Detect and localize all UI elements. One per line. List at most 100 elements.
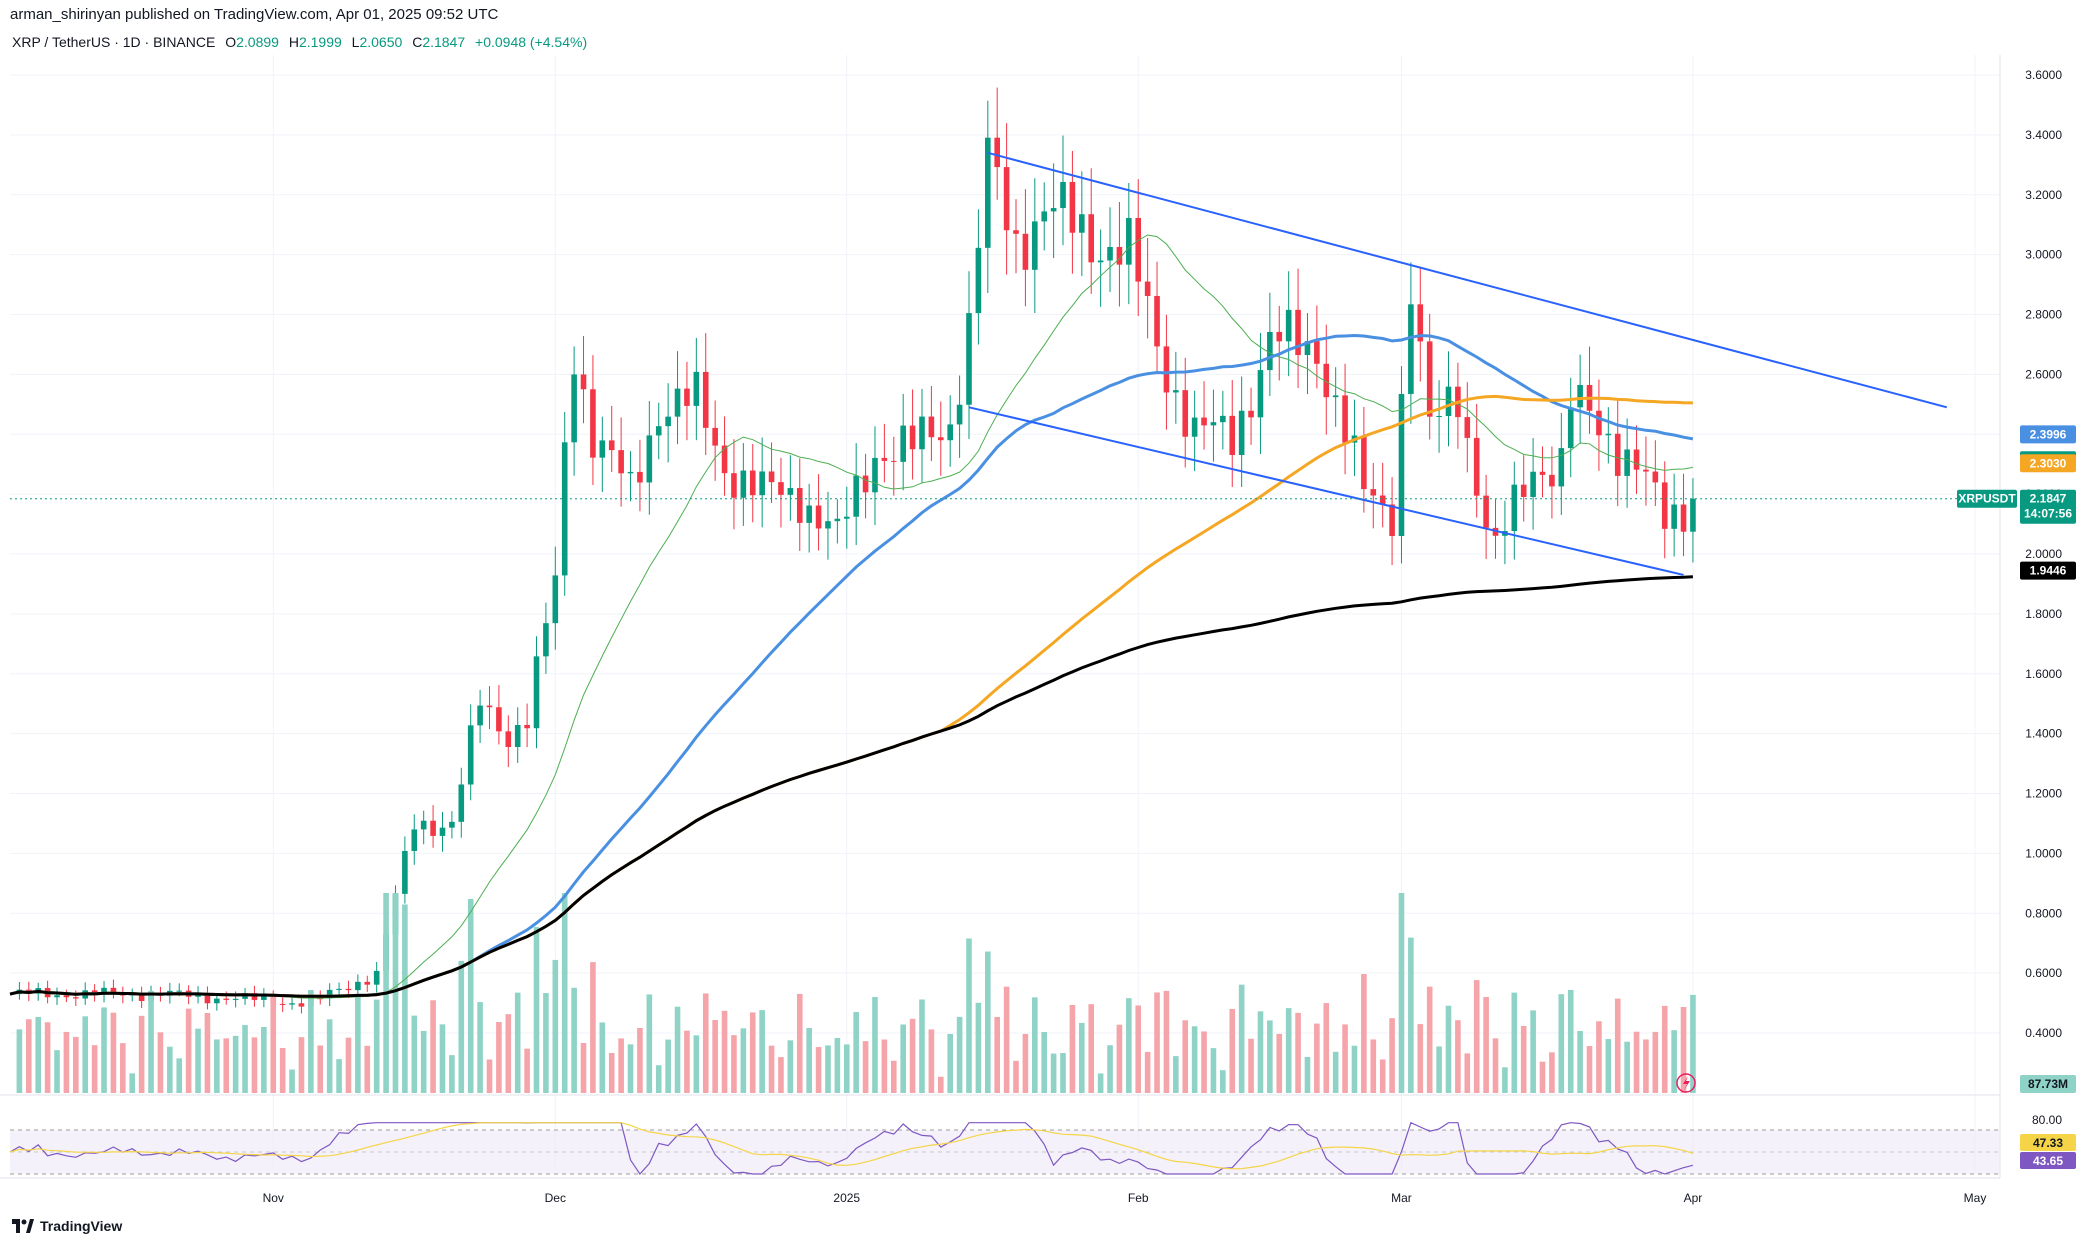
- candle-body: [496, 707, 502, 732]
- volume-bar: [1060, 1053, 1066, 1093]
- candle-body: [618, 450, 624, 474]
- candle-body: [1285, 309, 1292, 342]
- volume-bar: [514, 992, 521, 1093]
- volume-bar: [279, 1048, 286, 1093]
- price-tick-label: 2.6000: [2025, 367, 2062, 381]
- volume-bar: [1295, 1012, 1301, 1093]
- candle-body: [1389, 504, 1395, 536]
- candle-body: [1671, 504, 1677, 529]
- volume-bar: [731, 1035, 737, 1093]
- ma-short-line: [9, 234, 1693, 999]
- price-tick-label: 3.6000: [2025, 68, 2062, 82]
- volume-bar: [815, 1047, 822, 1093]
- tradingview-logo[interactable]: TradingView: [12, 1218, 122, 1234]
- volume-bar: [655, 1065, 662, 1093]
- candle-body: [1238, 410, 1245, 455]
- candle-body: [702, 371, 709, 428]
- volume-bar: [599, 1022, 606, 1093]
- volume-bar: [1690, 994, 1696, 1093]
- candles-group: [16, 87, 1696, 1093]
- channel-upper-trendline: [987, 151, 1948, 409]
- candle-body: [54, 995, 60, 998]
- rsi-level-label: 80.00: [2032, 1113, 2062, 1127]
- volume-bar: [693, 1035, 700, 1093]
- ma-black-line: [9, 575, 1693, 998]
- candle-body: [326, 989, 333, 999]
- price-tick-label: 1.4000: [2025, 727, 2062, 741]
- candle-body: [1088, 214, 1095, 263]
- candle-body: [251, 993, 258, 1000]
- volume-bar: [1332, 1051, 1339, 1093]
- candle-body: [919, 416, 925, 450]
- candle-body: [1577, 384, 1583, 408]
- candle-body: [834, 518, 841, 522]
- volume-bar: [994, 1016, 1001, 1093]
- volume-bar: [120, 1043, 126, 1093]
- volume-bar: [402, 904, 408, 1093]
- volume-bar: [646, 994, 653, 1093]
- candle-body: [1182, 390, 1189, 437]
- volume-bar: [1022, 1033, 1029, 1093]
- volume-bar: [1577, 1031, 1583, 1093]
- time-tick-label: Feb: [1128, 1191, 1149, 1205]
- candle-body: [1483, 495, 1489, 528]
- close-label: C: [412, 34, 423, 50]
- volume-bar: [1417, 1024, 1424, 1093]
- candle-body: [1633, 449, 1640, 470]
- volume-bar: [665, 1039, 671, 1093]
- volume-bar: [1135, 1005, 1142, 1093]
- volume-bar: [1079, 1022, 1085, 1093]
- candle-body: [608, 440, 615, 451]
- candle-body: [1379, 495, 1386, 505]
- volume-bar: [524, 1048, 530, 1093]
- open-label: O: [225, 34, 237, 50]
- candle-body: [825, 521, 831, 529]
- volume-bar: [768, 1045, 775, 1093]
- volume-bar: [1069, 1005, 1076, 1093]
- candle-body: [223, 998, 230, 1000]
- candle-body: [261, 995, 267, 1000]
- candle-body: [637, 471, 643, 483]
- volume-bar: [1426, 986, 1433, 1093]
- volume-bar: [1361, 974, 1367, 1093]
- volume-bar: [1304, 1056, 1311, 1093]
- volume-bar: [1210, 1048, 1217, 1093]
- volume-bar: [1680, 1007, 1687, 1093]
- high-value: 2.1999: [298, 34, 342, 50]
- volume-bar: [430, 1000, 436, 1093]
- volume-bar: [637, 1028, 643, 1093]
- candle-body: [402, 850, 408, 894]
- time-tick-label: 2025: [833, 1191, 860, 1205]
- volume-bar: [853, 1011, 859, 1093]
- candle-body: [1596, 410, 1602, 436]
- candle-body: [674, 388, 681, 417]
- candle-body: [1163, 346, 1170, 393]
- candle-body: [214, 998, 220, 1004]
- volume-bar: [1276, 1033, 1283, 1093]
- candle-body: [1201, 417, 1207, 426]
- volume-bar: [1492, 1038, 1499, 1093]
- price-tag-bg: [2020, 561, 2076, 580]
- candle-body: [1314, 341, 1320, 364]
- volume-bar: [580, 1043, 587, 1093]
- candle-body: [1304, 341, 1311, 356]
- change-value: +0.0948 (+4.54%): [475, 34, 588, 50]
- candle-body: [937, 437, 944, 441]
- candle-body: [1257, 370, 1264, 418]
- volume-bar: [1107, 1045, 1113, 1093]
- candle-body: [345, 988, 352, 991]
- rsi-tag-label: 43.65: [2033, 1154, 2063, 1168]
- low-value: 2.0650: [359, 34, 403, 50]
- candle-body: [862, 475, 869, 493]
- price-tick-label: 1.0000: [2025, 846, 2062, 860]
- candle-body: [768, 471, 775, 483]
- volume-bar: [232, 1035, 239, 1093]
- candle-body: [1173, 390, 1179, 393]
- volume-bar: [900, 1024, 906, 1093]
- volume-bar: [1173, 1056, 1179, 1093]
- tradingview-logo-icon: [12, 1219, 34, 1233]
- candle-body: [665, 416, 671, 427]
- candle-body: [1267, 331, 1273, 371]
- symbol-legend[interactable]: XRP / TetherUS · 1D · BINANCE O2.0899 H2…: [12, 34, 587, 50]
